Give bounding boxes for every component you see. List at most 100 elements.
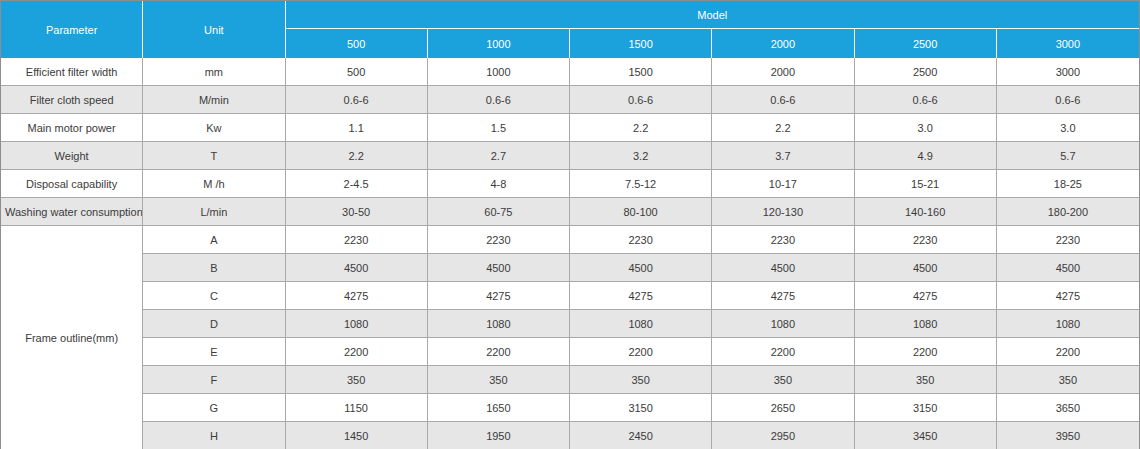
value-cell: 2.2	[286, 142, 428, 170]
value-cell: 3.0	[997, 114, 1139, 142]
value-cell: 1080	[997, 310, 1139, 338]
spec-row-main-motor-power: Main motor power Kw 1.1 1.5 2.2 2.2 3.0 …	[1, 114, 1139, 142]
value-cell: 3.0	[855, 114, 997, 142]
spec-table: Parameter Unit Model 500 1000 1500 2000 …	[1, 1, 1139, 449]
unit-cell: L/min	[143, 198, 285, 226]
value-cell: 2230	[997, 226, 1139, 254]
value-cell: 1080	[428, 310, 570, 338]
value-cell: 500	[286, 58, 428, 86]
value-cell: 4500	[428, 254, 570, 282]
spec-table-container: Parameter Unit Model 500 1000 1500 2000 …	[0, 0, 1140, 449]
value-cell: 140-160	[855, 198, 997, 226]
value-cell: 4275	[855, 282, 997, 310]
value-cell: 350	[997, 366, 1139, 394]
parameter-cell: Weight	[1, 142, 143, 170]
table-header: Parameter Unit Model 500 1000 1500 2000 …	[1, 1, 1139, 58]
spec-row-efficient-filter-width: Efficient filter width mm 500 1000 1500 …	[1, 58, 1139, 86]
value-cell: 1080	[712, 310, 854, 338]
header-model-500: 500	[286, 29, 428, 58]
value-cell: 1080	[570, 310, 712, 338]
value-cell: 1150	[286, 394, 428, 422]
value-cell: 3650	[997, 394, 1139, 422]
parameter-cell: Main motor power	[1, 114, 143, 142]
value-cell: 4500	[855, 254, 997, 282]
value-cell: 3150	[570, 394, 712, 422]
unit-cell: M/min	[143, 86, 285, 114]
value-cell: 3000	[997, 58, 1139, 86]
value-cell: 18-25	[997, 170, 1139, 198]
value-cell: 2650	[712, 394, 854, 422]
value-cell: 1080	[286, 310, 428, 338]
header-unit: Unit	[143, 1, 285, 58]
value-cell: 1.5	[428, 114, 570, 142]
value-cell: 4275	[570, 282, 712, 310]
value-cell: 2200	[997, 338, 1139, 366]
value-cell: 350	[286, 366, 428, 394]
value-cell: 5.7	[997, 142, 1139, 170]
value-cell: 0.6-6	[997, 86, 1139, 114]
frame-row-c: C 4275 4275 4275 4275 4275 4275	[1, 282, 1139, 310]
value-cell: 120-130	[712, 198, 854, 226]
value-cell: 4500	[570, 254, 712, 282]
spec-row-disposal-capability: Disposal capability M /h 2-4.5 4-8 7.5-1…	[1, 170, 1139, 198]
value-cell: 3450	[855, 422, 997, 449]
value-cell: 4500	[997, 254, 1139, 282]
dimension-cell: H	[143, 422, 285, 449]
value-cell: 2500	[855, 58, 997, 86]
value-cell: 4500	[286, 254, 428, 282]
value-cell: 2230	[855, 226, 997, 254]
value-cell: 2230	[712, 226, 854, 254]
value-cell: 350	[570, 366, 712, 394]
frame-row-g: G 1150 1650 3150 2650 3150 3650	[1, 394, 1139, 422]
frame-row-h: H 1450 1950 2450 2950 3450 3950	[1, 422, 1139, 449]
dimension-cell: G	[143, 394, 285, 422]
value-cell: 2450	[570, 422, 712, 449]
value-cell: 4275	[712, 282, 854, 310]
value-cell: 3.7	[712, 142, 854, 170]
frame-row-a: Frame outline(mm) A 2230 2230 2230 2230 …	[1, 226, 1139, 254]
dimension-cell: B	[143, 254, 285, 282]
value-cell: 0.6-6	[286, 86, 428, 114]
header-model-2500: 2500	[855, 29, 997, 58]
value-cell: 2230	[570, 226, 712, 254]
header-model-1000: 1000	[428, 29, 570, 58]
value-cell: 2950	[712, 422, 854, 449]
parameter-cell: Efficient filter width	[1, 58, 143, 86]
value-cell: 0.6-6	[855, 86, 997, 114]
frame-row-d: D 1080 1080 1080 1080 1080 1080	[1, 310, 1139, 338]
value-cell: 15-21	[855, 170, 997, 198]
unit-cell: T	[143, 142, 285, 170]
dimension-cell: C	[143, 282, 285, 310]
value-cell: 2.2	[570, 114, 712, 142]
frame-row-b: B 4500 4500 4500 4500 4500 4500	[1, 254, 1139, 282]
value-cell: 4.9	[855, 142, 997, 170]
value-cell: 0.6-6	[712, 86, 854, 114]
header-model: Model	[286, 1, 1140, 29]
value-cell: 2.7	[428, 142, 570, 170]
value-cell: 3.2	[570, 142, 712, 170]
header-row-model: Parameter Unit Model	[1, 1, 1139, 29]
value-cell: 4275	[997, 282, 1139, 310]
dimension-cell: F	[143, 366, 285, 394]
value-cell: 80-100	[570, 198, 712, 226]
value-cell: 4275	[286, 282, 428, 310]
value-cell: 0.6-6	[570, 86, 712, 114]
frame-row-e: E 2200 2200 2200 2200 2200 2200	[1, 338, 1139, 366]
value-cell: 4275	[428, 282, 570, 310]
value-cell: 3950	[997, 422, 1139, 449]
value-cell: 2200	[570, 338, 712, 366]
value-cell: 1.1	[286, 114, 428, 142]
value-cell: 1000	[428, 58, 570, 86]
value-cell: 2230	[428, 226, 570, 254]
header-model-2000: 2000	[712, 29, 854, 58]
value-cell: 4500	[712, 254, 854, 282]
spec-row-washing-water-consumption: Washing water consumption L/min 30-50 60…	[1, 198, 1139, 226]
value-cell: 1650	[428, 394, 570, 422]
unit-cell: Kw	[143, 114, 285, 142]
dimension-cell: E	[143, 338, 285, 366]
value-cell: 1950	[428, 422, 570, 449]
value-cell: 2200	[855, 338, 997, 366]
parameter-cell: Filter cloth speed	[1, 86, 143, 114]
value-cell: 2000	[712, 58, 854, 86]
value-cell: 350	[428, 366, 570, 394]
